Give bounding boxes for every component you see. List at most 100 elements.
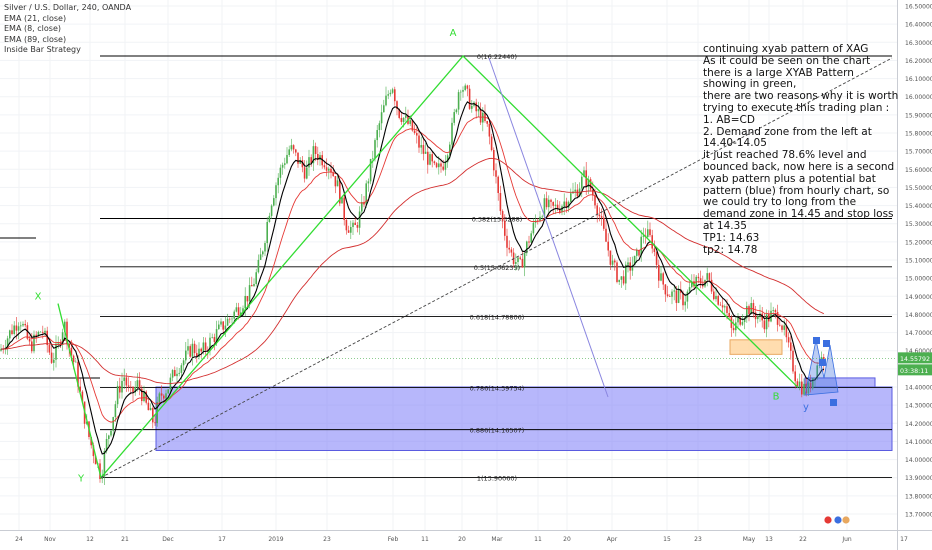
candle-body bbox=[145, 391, 147, 403]
candle-body bbox=[416, 133, 418, 136]
candle bbox=[343, 192, 345, 226]
time-tick-label: Mar bbox=[491, 536, 503, 543]
candle-body bbox=[341, 197, 343, 204]
candle-body bbox=[242, 308, 244, 313]
candle-body bbox=[495, 170, 497, 177]
candle-body bbox=[136, 380, 139, 387]
candle-body bbox=[116, 385, 119, 405]
candle-body bbox=[42, 331, 44, 333]
candle-body bbox=[398, 109, 400, 118]
note-line: it just reached 78.6% level and bounced … bbox=[703, 149, 895, 232]
candle bbox=[352, 219, 354, 236]
candle-body bbox=[675, 290, 678, 303]
candle-body bbox=[796, 381, 799, 387]
candle bbox=[468, 84, 471, 110]
candle bbox=[11, 324, 13, 336]
candle bbox=[235, 302, 238, 313]
candle-body bbox=[556, 204, 559, 210]
candle-body bbox=[290, 145, 293, 150]
candle bbox=[675, 286, 678, 312]
candle bbox=[541, 214, 543, 220]
candle bbox=[292, 144, 295, 154]
candle bbox=[110, 430, 112, 438]
candle bbox=[576, 184, 579, 198]
indicator-ema-8[interactable]: EMA (8, close) bbox=[4, 24, 61, 33]
pattern-point-label: B bbox=[773, 391, 780, 402]
candle-body bbox=[539, 216, 541, 222]
candle-body bbox=[730, 317, 733, 328]
candle bbox=[141, 385, 143, 406]
candle-body bbox=[554, 204, 557, 206]
candle-body bbox=[664, 284, 667, 295]
pattern-point-label: X bbox=[35, 292, 42, 303]
candle bbox=[495, 163, 497, 184]
candle bbox=[462, 86, 464, 98]
candle bbox=[145, 390, 147, 405]
candle bbox=[262, 250, 264, 258]
candle-body bbox=[666, 294, 669, 297]
candle-body bbox=[130, 386, 132, 388]
candle-body bbox=[565, 201, 568, 208]
candle bbox=[0, 343, 2, 352]
trade-note[interactable]: continuing xyab pattern of XAG As it cou… bbox=[703, 43, 899, 256]
candle bbox=[116, 381, 119, 409]
candle-body bbox=[728, 312, 730, 318]
candle-body bbox=[26, 325, 29, 339]
candle bbox=[303, 160, 306, 183]
ema-8-line bbox=[1, 101, 825, 455]
price-tick-label: 16.10000 bbox=[905, 76, 932, 83]
candle bbox=[655, 251, 658, 269]
candle-body bbox=[35, 334, 37, 337]
candle-body bbox=[165, 393, 167, 399]
candle bbox=[807, 380, 810, 397]
price-tick-label: 14.00000 bbox=[905, 457, 932, 464]
indicator-inside-bar[interactable]: Inside Bar Strategy bbox=[4, 45, 81, 54]
candle bbox=[301, 156, 304, 173]
price-tick-label: 15.10000 bbox=[905, 258, 932, 265]
candle bbox=[149, 403, 152, 411]
time-axis[interactable]: 24 Nov 12 21 Dec 17 2019 23 Feb 11 20 Mar 11 20 Apr 15 2… bbox=[15, 536, 908, 543]
candle bbox=[658, 259, 660, 289]
candle-body bbox=[618, 279, 620, 282]
price-tag-label: 14.55792 bbox=[900, 356, 930, 363]
candle-body bbox=[339, 180, 341, 204]
candle-body bbox=[737, 317, 739, 323]
candle-body bbox=[361, 202, 363, 212]
candle-body bbox=[598, 214, 601, 217]
candle-body bbox=[77, 361, 79, 387]
indicator-ema-89[interactable]: EMA (89, close) bbox=[4, 34, 67, 44]
candle bbox=[372, 150, 374, 168]
candle bbox=[605, 219, 607, 242]
trend-line-dashed bbox=[100, 57, 893, 479]
candle bbox=[501, 209, 504, 229]
candle-body bbox=[299, 160, 301, 164]
price-axis[interactable]: 16.50000 16.40000 16.30000 16.20000 16.10000… bbox=[905, 4, 932, 519]
candle-body bbox=[655, 251, 658, 265]
indicator-ema-21[interactable]: EMA (21, close) bbox=[4, 13, 67, 23]
candle bbox=[251, 276, 253, 287]
candle-body bbox=[680, 289, 682, 293]
economic-event-icon bbox=[841, 515, 851, 525]
candle-body bbox=[444, 162, 447, 170]
candle-body bbox=[394, 89, 396, 102]
candle-body bbox=[380, 112, 383, 124]
symbol-title[interactable]: Silver / U.S. Dollar, 240, OANDA bbox=[4, 3, 132, 12]
time-tick-label: 11 bbox=[534, 536, 542, 543]
candle-body bbox=[264, 243, 266, 252]
candle-body bbox=[114, 404, 117, 418]
candle bbox=[471, 100, 473, 113]
candle-body bbox=[79, 386, 81, 392]
candle-body bbox=[105, 438, 108, 452]
price-tick-label: 15.40000 bbox=[905, 203, 932, 210]
candle bbox=[253, 278, 255, 287]
candle-body bbox=[493, 150, 495, 171]
candle-body bbox=[28, 338, 31, 342]
candle-body bbox=[233, 311, 235, 319]
candle bbox=[757, 315, 759, 324]
time-tick-label: Apr bbox=[607, 536, 618, 543]
candle-body bbox=[37, 331, 40, 337]
candle bbox=[264, 240, 266, 256]
candle bbox=[295, 148, 297, 157]
bat-pattern bbox=[804, 339, 839, 396]
